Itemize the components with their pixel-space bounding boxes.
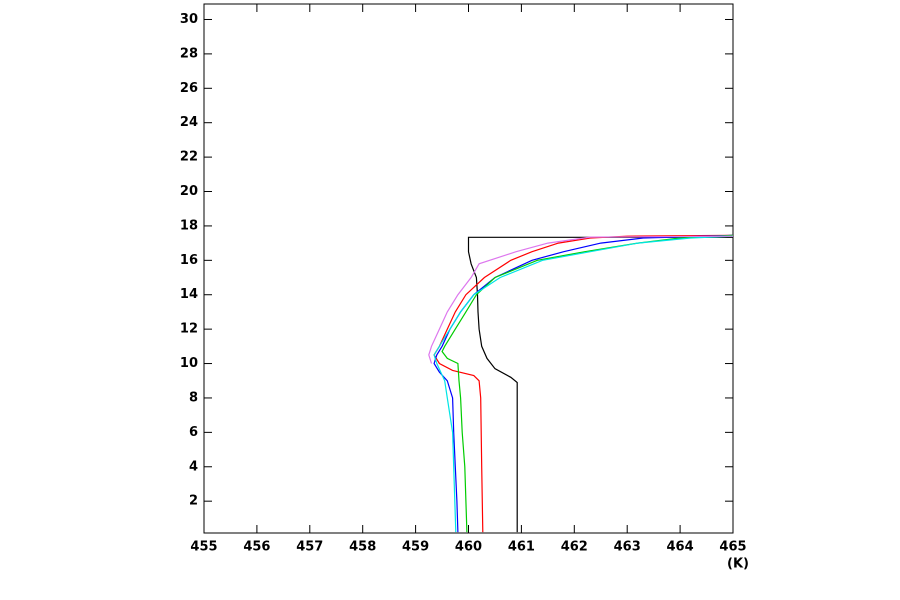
y-tick-label: 8 [189,390,198,405]
x-tick-label: 463 [614,540,641,555]
y-tick-label: 18 [180,218,198,233]
y-tick-label: 22 [180,150,198,165]
x-tick-label: 460 [455,540,482,555]
y-tick-label: 30 [180,12,198,27]
x-tick-label: 465 [719,540,746,555]
y-tick-label: 20 [180,184,198,199]
x-tick-label: 462 [561,540,588,555]
profile-line [441,234,733,533]
y-tick-label: 28 [180,46,198,61]
x-tick-label: 458 [349,540,376,555]
x-tick-label: 464 [667,540,694,555]
x-tick-label: 457 [296,540,323,555]
y-tick-label: 14 [180,287,198,302]
y-tick-label: 26 [180,81,198,96]
x-tick-label: 459 [402,540,429,555]
y-tick-label: 4 [189,459,198,474]
profile-line [467,236,733,533]
profile-line [433,234,733,533]
profile-line [433,235,733,533]
plot-frame [203,3,734,534]
y-tick-label: 6 [189,425,198,440]
y-tick-label: 24 [180,115,198,130]
profile-line [433,234,733,533]
x-tick-label: 456 [243,540,270,555]
y-tick-label: 2 [189,494,198,509]
x-tick-label: 461 [508,540,535,555]
y-tick-label: 10 [180,356,198,371]
y-tick-label: 12 [180,322,198,337]
y-tick-label: 16 [180,253,198,268]
x-axis-label: (K) [727,557,749,572]
x-tick-label: 455 [190,540,217,555]
profile-line [428,235,733,364]
